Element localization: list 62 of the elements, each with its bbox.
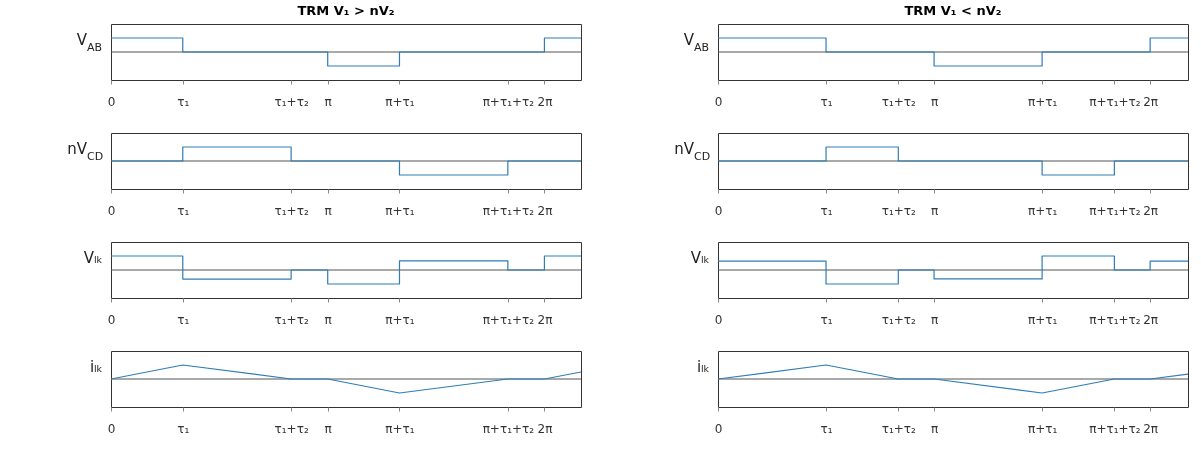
x-tick-label: τ₁ <box>820 312 833 327</box>
y-axis-title: iₗₖ <box>89 357 103 376</box>
x-tick-label: π+τ₁ <box>1027 312 1058 327</box>
x-tick-label: τ₁ <box>177 312 190 327</box>
x-tick-label: π <box>930 203 939 218</box>
x-tick-label: τ₁+τ₂ <box>274 94 309 109</box>
x-tick-label: τ₁+τ₂ <box>274 312 309 327</box>
x-tick-label: 0 <box>714 421 723 436</box>
chart-title: TRM V₁ > nV₂ <box>297 3 395 18</box>
chart-title: TRM V₁ < nV₂ <box>904 3 1002 18</box>
x-tick-label: τ₁+τ₂ <box>274 203 309 218</box>
x-tick-label: τ₁ <box>820 203 833 218</box>
x-tick-label: τ₁+τ₂ <box>274 421 309 436</box>
x-tick-label: π <box>930 94 939 109</box>
x-tick-label: 0 <box>107 421 116 436</box>
x-tick-label: τ₁ <box>177 203 190 218</box>
x-tick-label: π <box>930 421 939 436</box>
x-tick-label: τ₁+τ₂ <box>881 203 917 218</box>
x-tick-label: π+τ₁+τ₂ <box>482 203 535 218</box>
x-tick-label: π+τ₁+τ₂ <box>1089 312 1141 327</box>
x-tick-label: π <box>324 312 332 327</box>
x-tick-label: π+τ₁ <box>1027 421 1058 436</box>
x-tick-label: 2π <box>1143 203 1159 218</box>
x-tick-label: 2π <box>1143 421 1159 436</box>
x-tick-label: τ₁ <box>177 421 190 436</box>
x-tick-label: τ₁ <box>820 94 833 109</box>
x-tick-label: τ₁ <box>820 421 833 436</box>
x-tick-label: 0 <box>714 312 723 327</box>
x-tick-label: π+τ₁+τ₂ <box>482 94 535 109</box>
x-tick-label: π+τ₁+τ₂ <box>482 312 535 327</box>
x-tick-label: π+τ₁+τ₂ <box>1089 421 1141 436</box>
x-tick-label: π+τ₁ <box>1027 203 1058 218</box>
x-tick-label: π+τ₁+τ₂ <box>1089 203 1141 218</box>
x-tick-label: π <box>324 203 332 218</box>
x-tick-label: π <box>324 421 332 436</box>
x-tick-label: π <box>324 94 332 109</box>
x-tick-label: 2π <box>537 312 553 327</box>
y-axis-title: Vₗₖ <box>690 248 710 267</box>
x-tick-label: τ₁+τ₂ <box>881 312 917 327</box>
x-tick-label: π+τ₁+τ₂ <box>482 421 535 436</box>
y-axis-title: Vₗₖ <box>83 248 103 267</box>
x-tick-label: 0 <box>714 203 723 218</box>
x-tick-label: τ₁+τ₂ <box>881 421 917 436</box>
x-tick-label: π+τ₁ <box>1027 94 1058 109</box>
x-tick-label: 2π <box>537 421 553 436</box>
x-tick-label: 0 <box>107 203 116 218</box>
x-tick-label: 0 <box>107 312 116 327</box>
x-tick-label: π+τ₁+τ₂ <box>1089 94 1141 109</box>
x-tick-label: π+τ₁ <box>385 203 415 218</box>
x-tick-label: 0 <box>107 94 116 109</box>
x-tick-label: 2π <box>537 94 553 109</box>
y-axis-title: iₗₖ <box>696 357 710 376</box>
x-tick-label: π+τ₁ <box>385 421 415 436</box>
x-tick-label: π+τ₁ <box>385 94 415 109</box>
x-tick-label: 0 <box>714 94 723 109</box>
x-tick-label: π <box>930 312 939 327</box>
x-tick-label: τ₁ <box>177 94 190 109</box>
x-tick-label: τ₁+τ₂ <box>881 94 917 109</box>
x-tick-label: π+τ₁ <box>385 312 415 327</box>
x-tick-label: 2π <box>1143 312 1159 327</box>
x-tick-label: 2π <box>1143 94 1159 109</box>
x-tick-label: 2π <box>537 203 553 218</box>
